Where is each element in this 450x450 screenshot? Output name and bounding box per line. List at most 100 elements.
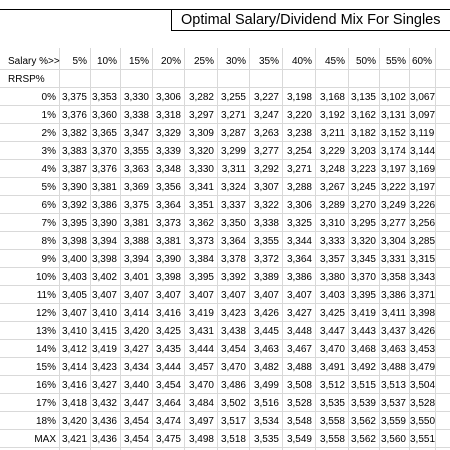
table-cell[interactable]: 3,427 [123, 344, 149, 355]
table-cell[interactable]: 3,410 [91, 308, 117, 319]
table-cell[interactable]: 3,407 [286, 290, 312, 301]
table-cell[interactable]: 3,2 [436, 196, 450, 214]
table-cell[interactable]: 3,289 [319, 200, 345, 211]
table-cell[interactable]: 3,267 [319, 182, 345, 193]
table-cell[interactable]: 3,488 [286, 362, 312, 373]
table-cell[interactable]: 3,378 [220, 254, 246, 265]
table-cell[interactable]: 3,380 [319, 272, 345, 283]
table-cell[interactable]: 3,330 [123, 92, 149, 103]
table-cell[interactable]: 3,407 [155, 290, 181, 301]
rrsp-row-label[interactable]: 11% [36, 290, 56, 301]
rrsp-row-label[interactable]: 17% [35, 398, 56, 409]
table-cell[interactable]: 3,263 [253, 128, 279, 139]
table-cell[interactable]: 3,277 [380, 218, 406, 229]
table-cell[interactable]: 3,297 [188, 110, 214, 121]
table-cell[interactable]: 3,351 [188, 200, 214, 211]
table-cell[interactable]: 3,248 [319, 164, 345, 175]
table-cell[interactable]: 3,197 [380, 164, 406, 175]
table-cell[interactable]: 3,407 [61, 308, 87, 319]
table-cell[interactable]: 3,444 [155, 362, 181, 373]
salary-column-header[interactable]: 25% [193, 56, 214, 67]
table-cell[interactable]: 3,426 [410, 326, 436, 337]
rrsp-row-label[interactable]: 3% [41, 146, 56, 157]
table-cell[interactable]: 3,517 [220, 416, 246, 427]
table-cell[interactable]: 3,386 [380, 290, 406, 301]
table-cell[interactable]: 3,402 [91, 272, 117, 283]
table-cell[interactable]: 3,407 [188, 290, 214, 301]
table-cell[interactable]: 3,223 [350, 164, 376, 175]
table-cell[interactable]: 3,436 [91, 434, 117, 445]
table-cell[interactable]: 3,395 [61, 218, 87, 229]
table-cell[interactable]: 3,182 [350, 128, 376, 139]
table-cell[interactable]: 3,454 [123, 416, 149, 427]
table-cell[interactable]: 3,434 [123, 362, 149, 373]
table-cell[interactable]: 3,306 [286, 200, 312, 211]
table-cell[interactable]: 3,445 [253, 326, 279, 337]
table-cell[interactable]: 3,344 [286, 236, 312, 247]
table-cell[interactable]: 3,247 [253, 110, 279, 121]
table-cell[interactable]: 3,410 [61, 326, 87, 337]
rrsp-row-label[interactable]: MAX [34, 434, 56, 445]
table-cell[interactable]: 3,355 [123, 146, 149, 157]
table-cell[interactable]: 3,387 [61, 164, 87, 175]
table-cell[interactable]: 3,249 [380, 200, 406, 211]
rrsp-row-label[interactable]: 2% [41, 128, 56, 139]
table-cell[interactable]: 3,363 [123, 164, 149, 175]
table-cell[interactable]: 3,560 [380, 434, 406, 445]
table-cell[interactable]: 3,425 [319, 308, 345, 319]
salary-column-header[interactable]: 65 [436, 52, 450, 70]
table-cell[interactable]: 3,534 [253, 416, 279, 427]
table-cell[interactable]: 3,420 [61, 416, 87, 427]
table-cell[interactable]: 3,315 [410, 254, 436, 265]
table-cell[interactable]: 3,382 [61, 128, 87, 139]
table-cell[interactable]: 3,364 [155, 200, 181, 211]
table-cell[interactable]: 3,369 [123, 182, 149, 193]
rrsp-row-label[interactable]: 0% [41, 92, 56, 103]
salary-header-label[interactable]: Salary %>> [8, 56, 60, 67]
table-cell[interactable]: 3,435 [155, 344, 181, 355]
table-cell[interactable]: 3,4 [436, 322, 450, 340]
table-cell[interactable]: 3,414 [61, 362, 87, 373]
table-cell[interactable]: 3,492 [350, 362, 376, 373]
salary-column-header[interactable]: 10% [96, 56, 117, 67]
table-cell[interactable]: 3,364 [220, 236, 246, 247]
table-cell[interactable]: 3,454 [123, 434, 149, 445]
rrsp-row-label[interactable]: 13% [35, 326, 56, 337]
table-cell[interactable]: 3,270 [350, 200, 376, 211]
table-cell[interactable]: 3,513 [380, 380, 406, 391]
table-cell[interactable]: 3,464 [155, 398, 181, 409]
table-cell[interactable]: 3,3 [436, 286, 450, 304]
table-cell[interactable]: 3,373 [155, 218, 181, 229]
table-cell[interactable]: 3,1 [436, 142, 450, 160]
table-cell[interactable]: 3,419 [350, 308, 376, 319]
table-cell[interactable]: 3,414 [123, 308, 149, 319]
table-cell[interactable]: 3,504 [410, 380, 436, 391]
table-cell[interactable]: 3,407 [91, 290, 117, 301]
table-cell[interactable]: 3,255 [220, 92, 246, 103]
table-cell[interactable]: 3,5 [436, 412, 450, 430]
table-cell[interactable]: 3,400 [61, 254, 87, 265]
table-cell[interactable]: 3,355 [253, 236, 279, 247]
table-cell[interactable]: 3,372 [253, 254, 279, 265]
rrsp-row-label[interactable]: 5% [41, 182, 56, 193]
table-cell[interactable]: 3,102 [380, 92, 406, 103]
table-cell[interactable]: 3,341 [188, 182, 214, 193]
table-cell[interactable]: 3,162 [350, 110, 376, 121]
table-cell[interactable]: 3,486 [220, 380, 246, 391]
table-cell[interactable]: 3,438 [220, 326, 246, 337]
rrsp-row-label[interactable]: 12% [35, 308, 56, 319]
table-cell[interactable]: 3,440 [123, 380, 149, 391]
table-cell[interactable]: 3,394 [123, 254, 149, 265]
table-cell[interactable]: 3,322 [253, 200, 279, 211]
table-cell[interactable]: 3,421 [61, 434, 87, 445]
table-cell[interactable]: 3,407 [123, 290, 149, 301]
table-cell[interactable]: 3,447 [319, 326, 345, 337]
table-cell[interactable]: 3,356 [155, 182, 181, 193]
salary-column-header[interactable]: 60% [411, 56, 432, 67]
rrsp-row-label[interactable]: 7% [41, 218, 56, 229]
table-cell[interactable]: 3,333 [319, 236, 345, 247]
table-cell[interactable]: 3,381 [91, 182, 117, 193]
table-cell[interactable]: 3,535 [253, 434, 279, 445]
table-cell[interactable]: 3,299 [220, 146, 246, 157]
rrsp-row-label[interactable]: 1% [41, 110, 56, 121]
